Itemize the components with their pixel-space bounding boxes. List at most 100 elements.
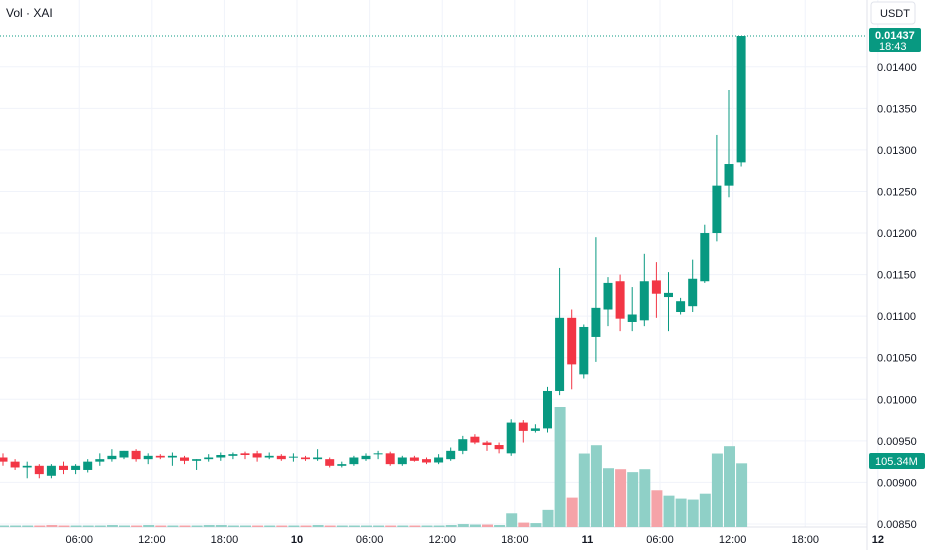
volume-bar [22, 525, 34, 527]
candle-body [83, 461, 93, 470]
y-tick-label: 0.01000 [877, 394, 917, 406]
candle-body [615, 281, 625, 319]
x-tick-label: 06:00 [356, 534, 384, 546]
candle-body [530, 428, 540, 431]
candle-body [59, 465, 68, 470]
candle-body [724, 164, 734, 186]
volume-bar [615, 469, 627, 527]
candle-body [700, 233, 710, 282]
candle-body [664, 292, 673, 298]
candle-body [216, 454, 226, 458]
last-price-tag: 0.01437 18:43 [869, 28, 921, 53]
volume-bar [566, 497, 578, 527]
volume-bar [227, 525, 239, 527]
volume-bar [58, 525, 70, 527]
x-tick-label: 12 [872, 534, 884, 546]
candle-body [361, 455, 371, 460]
volume-bar [143, 525, 155, 527]
candle-body [204, 457, 214, 460]
volume-bar [542, 509, 554, 527]
candle-body [458, 439, 468, 451]
volume-bar [554, 407, 566, 527]
volume-bar [578, 453, 590, 527]
candle-body [192, 459, 202, 461]
candle-body [180, 457, 189, 461]
candle-body [313, 457, 323, 460]
candle-body [397, 457, 407, 465]
volume-bar [506, 513, 518, 527]
volume-bar [0, 525, 9, 527]
volume-bar [276, 525, 288, 527]
candle-body [143, 455, 153, 460]
candle-body [506, 422, 516, 454]
volume-bar [300, 525, 312, 527]
volume-bar [397, 525, 409, 527]
volume-bar [457, 524, 469, 527]
candle-body [264, 455, 274, 458]
currency-button[interactable]: USDT [870, 1, 916, 25]
volume-bar [639, 469, 651, 527]
x-tick-label: 06:00 [646, 534, 674, 546]
y-tick-label: 0.01100 [877, 311, 916, 323]
candle-body [409, 457, 419, 461]
volume-bar [215, 525, 227, 527]
candle-body [651, 280, 661, 294]
y-tick-label: 0.01200 [877, 228, 917, 240]
candle-body [288, 456, 298, 458]
volume-bar [469, 524, 481, 527]
volume-bar [46, 525, 58, 527]
volume-bar [252, 525, 264, 527]
x-tick-label: 12:00 [138, 534, 166, 546]
x-tick-label: 18:00 [211, 534, 239, 546]
volume-bar [675, 498, 687, 527]
volume-bar [82, 525, 94, 527]
volume-bar [179, 525, 191, 527]
candle-body [676, 301, 686, 313]
candle-body [107, 455, 117, 460]
candle-body [494, 445, 504, 450]
candle-body [276, 455, 286, 460]
volume-bar [724, 446, 735, 527]
volume-bar [361, 525, 372, 527]
volume-bar [288, 525, 300, 527]
y-tick-label: 0.01150 [877, 270, 916, 282]
volume-bar [736, 463, 748, 527]
volume-bar [155, 525, 167, 527]
time-axis[interactable]: 06:00 12:00 18:00 10 06:00 12:00 18:00 11 06:00 1… [65, 534, 883, 546]
volume-bar [94, 525, 106, 527]
volume-bar [494, 525, 506, 527]
candle-body [252, 453, 262, 458]
volume-bar [10, 525, 22, 527]
volume-bar [324, 525, 336, 527]
x-tick-label: 12:00 [428, 534, 456, 546]
x-tick-label: 18:00 [501, 534, 529, 546]
volume-bar [191, 525, 203, 527]
volume-bar [373, 525, 385, 527]
currency-label: USDT [880, 8, 910, 20]
candle-body [10, 461, 20, 468]
candle-body [567, 317, 577, 365]
y-tick-label: 0.00950 [877, 436, 917, 448]
volume-bar [312, 525, 324, 527]
volume-bar [385, 525, 397, 527]
x-tick-label: 10 [291, 534, 303, 546]
price-axis[interactable]: 0.01400 0.01350 0.01300 0.01250 0.01200 0.011… [877, 62, 917, 531]
volume-bar [70, 525, 82, 527]
volume-bar [530, 523, 542, 527]
x-tick-label: 12:00 [719, 534, 747, 546]
y-tick-label: 0.01400 [877, 62, 917, 74]
volume-bar [433, 525, 445, 527]
volume-bars [0, 407, 748, 527]
volume-bar [119, 525, 130, 527]
volume-bar [167, 525, 179, 527]
x-tick-label: 06:00 [65, 534, 93, 546]
candle-body [119, 450, 129, 458]
candle-body [155, 455, 165, 458]
volume-bar [687, 499, 699, 527]
candle-body [482, 442, 492, 446]
candle-body [434, 457, 444, 463]
candle-body [95, 459, 105, 462]
candle-body [688, 278, 698, 307]
candle-body [555, 317, 565, 391]
